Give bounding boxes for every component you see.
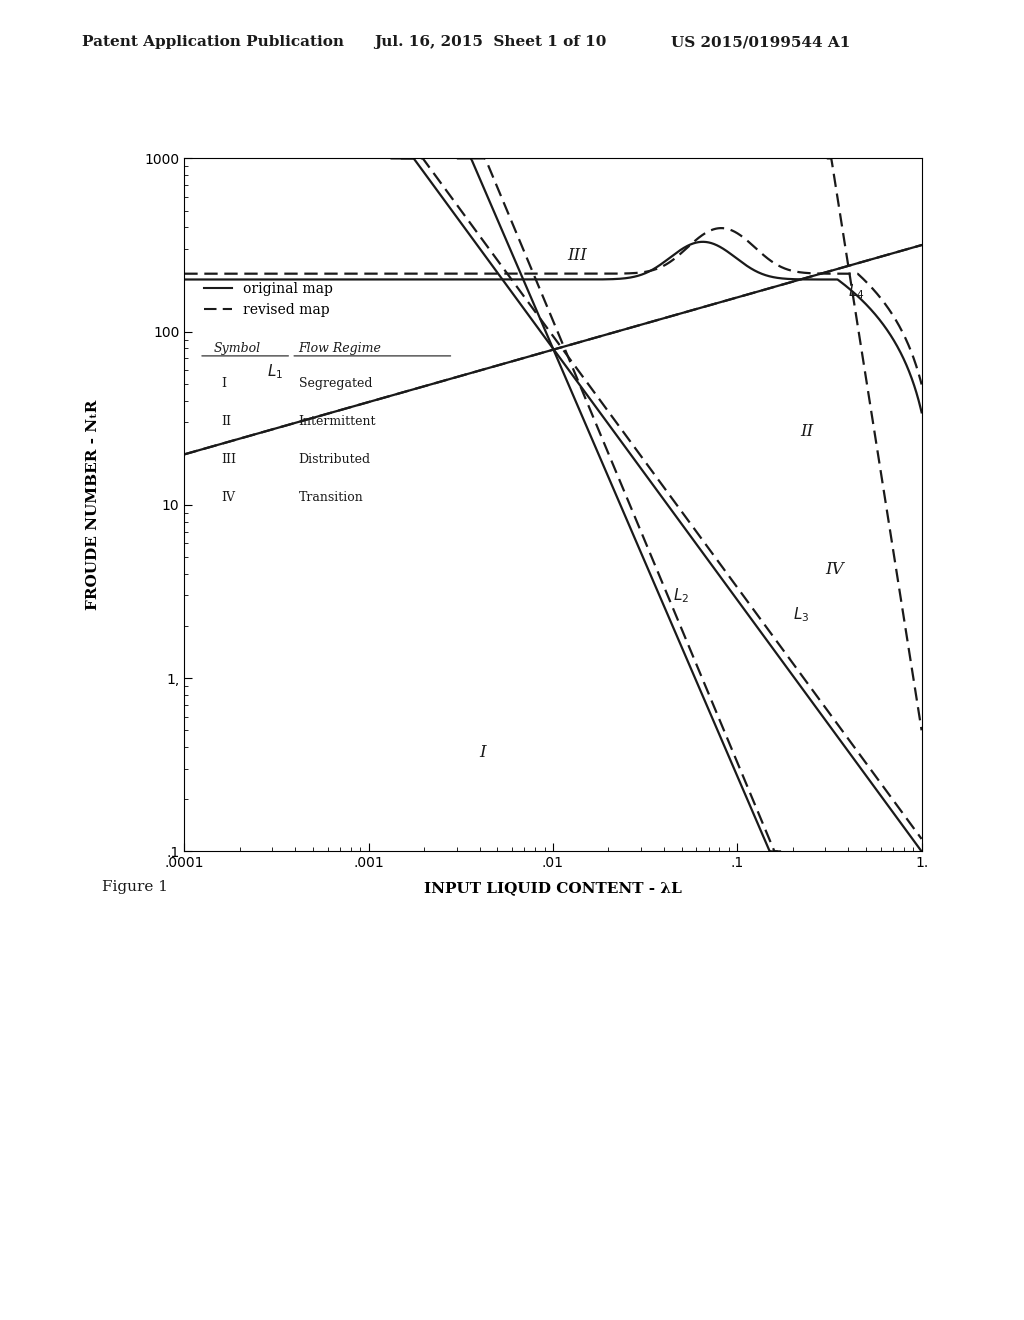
- Text: IV: IV: [825, 561, 844, 578]
- Text: Intermittent: Intermittent: [299, 416, 376, 428]
- Text: Figure 1: Figure 1: [102, 880, 168, 894]
- Text: II: II: [221, 416, 231, 428]
- Text: Patent Application Publication: Patent Application Publication: [82, 36, 344, 49]
- Text: Symbol: Symbol: [214, 342, 261, 355]
- Y-axis label: FROUDE NUMBER - NₜR: FROUDE NUMBER - NₜR: [86, 400, 100, 610]
- Text: IV: IV: [221, 491, 236, 504]
- Text: Transition: Transition: [299, 491, 364, 504]
- Text: $L_4$: $L_4$: [848, 282, 865, 301]
- Text: $L_3$: $L_3$: [793, 605, 809, 623]
- Text: Flow Regime: Flow Regime: [299, 342, 382, 355]
- Text: I: I: [479, 744, 486, 762]
- X-axis label: INPUT LIQUID CONTENT - λL: INPUT LIQUID CONTENT - λL: [424, 882, 682, 895]
- Text: III: III: [567, 247, 588, 264]
- Text: Jul. 16, 2015  Sheet 1 of 10: Jul. 16, 2015 Sheet 1 of 10: [374, 36, 606, 49]
- Text: II: II: [801, 422, 814, 440]
- Legend: original map, revised map: original map, revised map: [199, 276, 339, 322]
- Text: $L_1$: $L_1$: [266, 363, 283, 381]
- Text: Segregated: Segregated: [299, 378, 372, 391]
- Text: I: I: [221, 378, 226, 391]
- Text: $L_2$: $L_2$: [674, 586, 689, 606]
- Text: Distributed: Distributed: [299, 453, 371, 466]
- Text: III: III: [221, 453, 237, 466]
- Text: US 2015/0199544 A1: US 2015/0199544 A1: [671, 36, 850, 49]
